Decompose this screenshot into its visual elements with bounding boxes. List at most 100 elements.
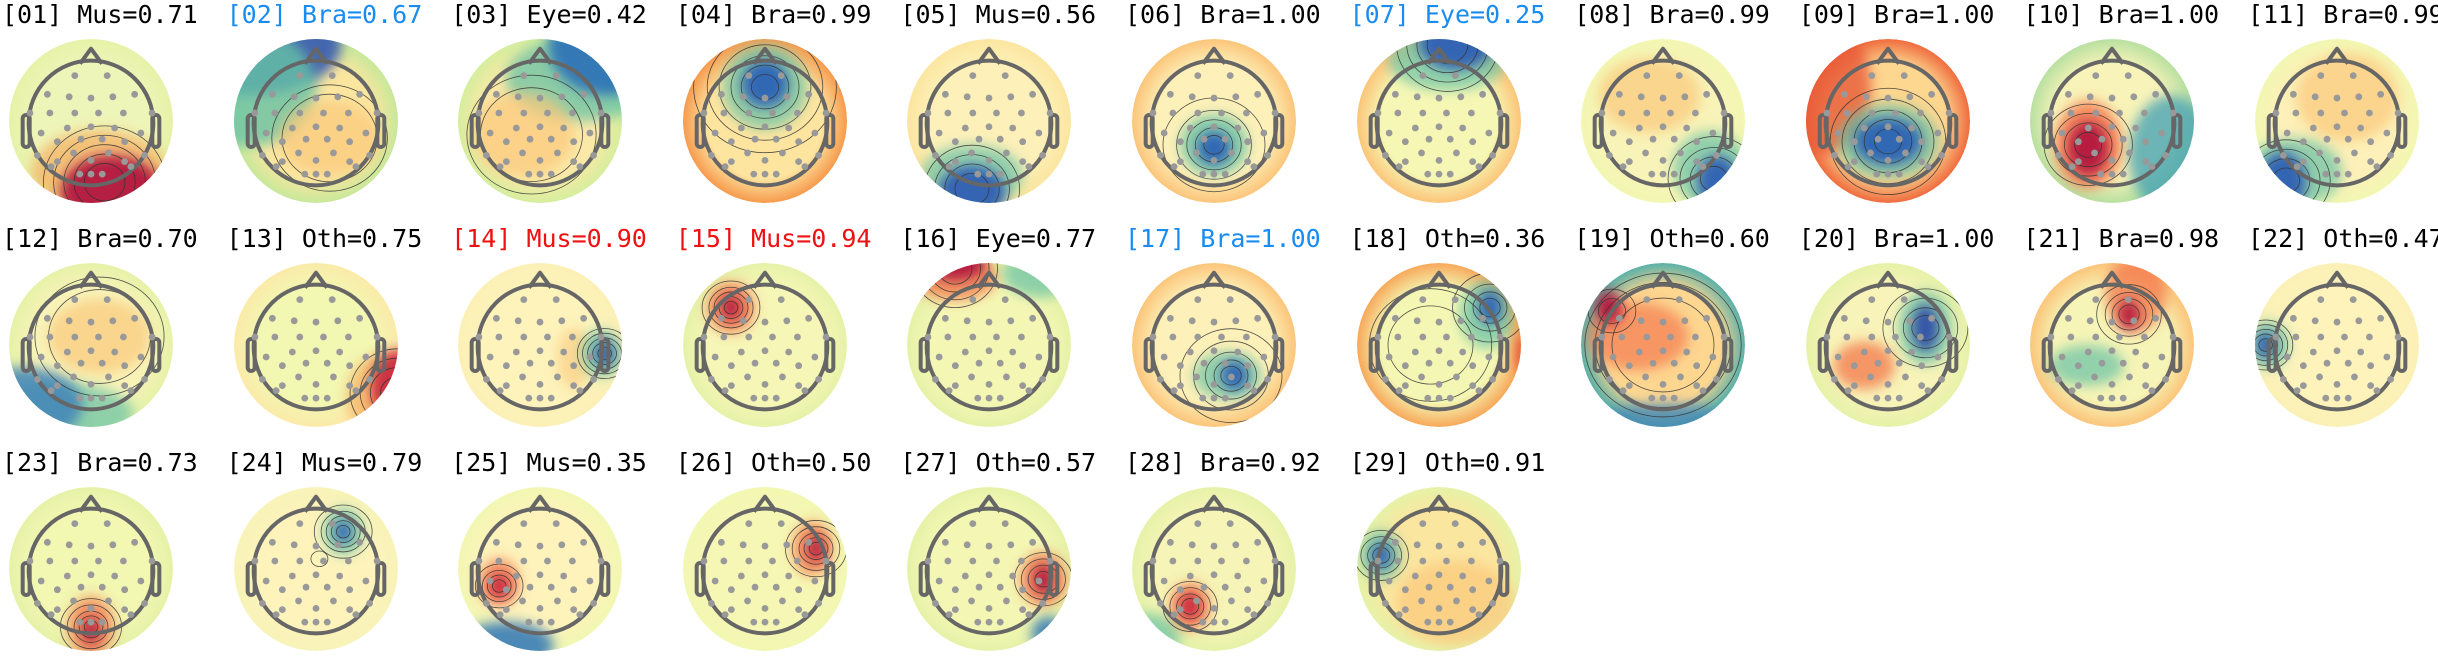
electrode-dot — [751, 583, 759, 591]
left-ear-icon — [2266, 337, 2278, 373]
electrode-dot — [1830, 152, 1838, 159]
electrode-dot — [2142, 158, 2150, 166]
electrode-dot — [1193, 373, 1200, 381]
electrode-dot — [974, 394, 982, 402]
electrode-dot — [1918, 382, 1925, 390]
electrode-dot — [1244, 362, 1252, 370]
electrode-dot — [772, 394, 780, 402]
electrode-dot — [1435, 604, 1442, 612]
electrode-dot — [519, 597, 527, 605]
electrode-dot — [1868, 296, 1875, 304]
electrode-dot — [77, 359, 85, 367]
electrode-dot — [761, 618, 769, 626]
electrode-dot — [2333, 170, 2341, 178]
right-ear-icon — [824, 337, 836, 373]
electrode-dot — [312, 156, 319, 164]
electrode-dot — [597, 333, 605, 341]
left-ear-icon — [1143, 561, 1155, 597]
electrode-dot — [520, 72, 528, 80]
electrodes — [251, 296, 381, 402]
component-title: [11] Bra=0.99 — [2248, 0, 2438, 29]
electrode-dot — [2059, 353, 2066, 361]
electrode-dot — [1029, 90, 1037, 98]
electrode-dot — [2394, 333, 2402, 341]
electrode-dot — [475, 109, 483, 117]
contour-line — [2255, 148, 2321, 203]
electrode-dot — [1226, 296, 1234, 304]
electrode-dot — [1025, 163, 1033, 171]
electrode-dot — [271, 333, 278, 341]
scalp-topography — [682, 487, 847, 651]
electrode-dot — [1478, 314, 1486, 322]
electrode-dot — [1850, 138, 1858, 146]
electrode-dot — [570, 138, 578, 146]
head-outline — [694, 46, 836, 188]
scalp-topography — [682, 39, 847, 203]
electrode-dot — [1937, 152, 1945, 159]
topomap-panel: [13] Oth=0.75 — [225, 224, 449, 448]
electrode-dot — [2132, 348, 2140, 356]
electrode-dot — [570, 606, 578, 614]
component-title: [17] Bra=1.00 — [1125, 224, 1321, 253]
right-ear-icon — [1947, 337, 1959, 373]
electrode-dot — [47, 387, 55, 395]
electrode-dot — [1019, 606, 1027, 614]
scalp-topography — [1132, 39, 1296, 203]
electrode-dot — [121, 158, 129, 166]
electrode-dot — [1452, 597, 1460, 605]
electrode-dot — [43, 90, 51, 98]
electrode-dot — [77, 583, 85, 591]
electrode-dot — [2344, 394, 2352, 402]
electrode-dot — [111, 572, 119, 580]
electrode-dot — [1035, 129, 1043, 137]
electrode-dot — [1616, 90, 1623, 98]
electrode-dot — [570, 158, 578, 166]
electrode-dot — [750, 170, 757, 178]
electrode-dot — [2366, 109, 2373, 117]
electrode-dot — [1823, 109, 1831, 117]
electrode-dot — [345, 362, 353, 370]
electrode-dot — [1194, 296, 1202, 304]
electrode-dot — [548, 359, 555, 367]
electrodes — [26, 72, 156, 178]
contour-line — [1611, 297, 1715, 393]
left-ear-icon — [1143, 337, 1155, 373]
contour-line — [2255, 139, 2331, 203]
contour-line — [335, 524, 350, 539]
electrode-dot — [47, 163, 55, 171]
electrode-dot — [278, 362, 286, 370]
component-title: [16] Eye=0.77 — [900, 224, 1097, 253]
electrode-dot — [745, 109, 752, 117]
scalp-topography — [1132, 263, 1296, 427]
right-ear-icon — [1048, 561, 1060, 597]
nose-icon — [1425, 494, 1452, 513]
electrode-dot — [2108, 380, 2116, 388]
electrode-dot — [46, 109, 54, 117]
component-title: [07] Eye=0.25 — [1349, 0, 1546, 29]
electrode-dot — [1945, 109, 1953, 117]
electrode-dot — [778, 149, 786, 157]
electrode-dot — [795, 606, 802, 614]
electrode-dot — [1157, 152, 1164, 159]
electrode-dot — [2344, 135, 2352, 143]
electrode-dot — [98, 618, 106, 626]
electrode-dot — [554, 149, 562, 157]
electrode-dot — [2092, 296, 2100, 304]
electrode-dot — [1667, 109, 1675, 117]
electrode-dot — [95, 109, 102, 117]
electrode-dot — [2162, 152, 2170, 159]
electrode-dot — [976, 359, 983, 367]
right-ear-icon — [1722, 113, 1734, 149]
topomap-panel: [07] Eye=0.25 — [1348, 0, 1572, 224]
activation-blob — [233, 39, 316, 147]
activation-blob — [557, 328, 592, 390]
electrode-dot — [345, 158, 353, 166]
electrode-dot — [570, 586, 578, 594]
electrode-dot — [1425, 583, 1433, 591]
electrode-dot — [962, 348, 970, 356]
electrode-dot — [737, 124, 745, 132]
electrode-dot — [1003, 597, 1011, 605]
electrode-dot — [1908, 124, 1915, 132]
electrode-dot — [495, 557, 503, 565]
electrode-dot — [2055, 152, 2063, 159]
